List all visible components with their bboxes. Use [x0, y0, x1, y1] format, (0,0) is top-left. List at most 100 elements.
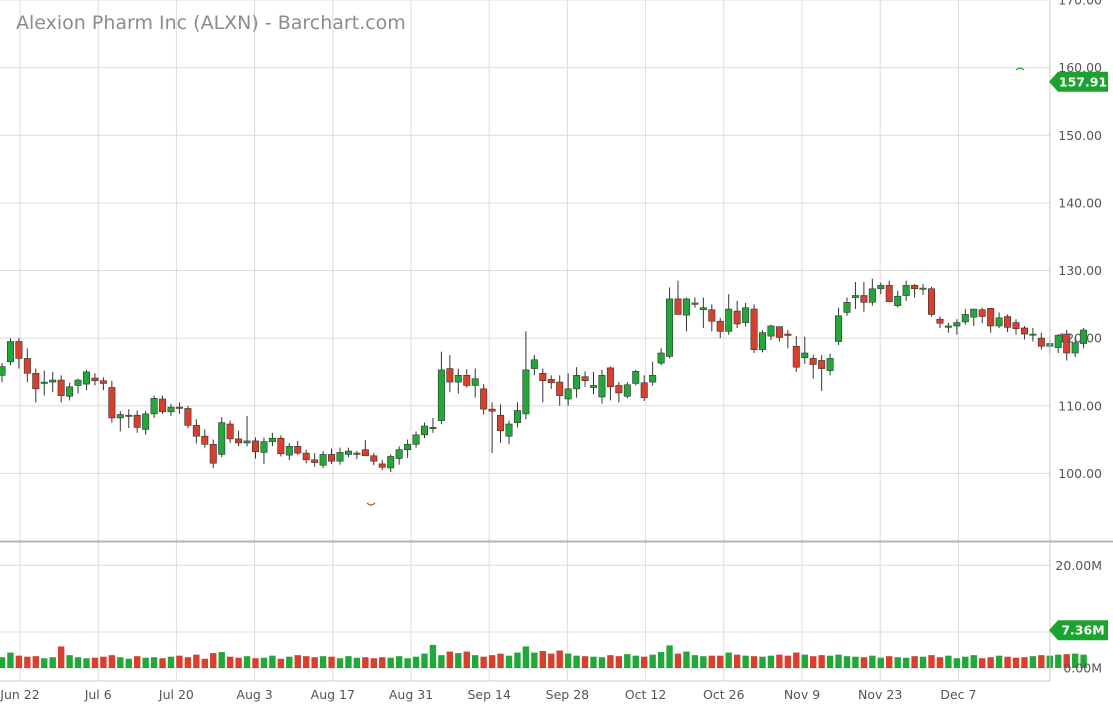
volume-bar — [395, 656, 403, 668]
candle-body — [978, 309, 986, 317]
candle-body — [150, 398, 158, 415]
candle-body — [792, 345, 800, 368]
candle-body — [1063, 333, 1071, 354]
x-tick-label: Oct 26 — [703, 687, 745, 702]
candle-body — [589, 385, 597, 388]
volume-bar — [74, 657, 82, 668]
volume-bar — [970, 655, 977, 668]
candle-body — [23, 358, 31, 374]
volume-bar — [598, 657, 606, 668]
candle-body — [353, 452, 361, 455]
volume-bar — [125, 658, 132, 668]
volume-bar — [683, 651, 690, 668]
grid-lines — [0, 0, 1050, 681]
volume-bar — [218, 652, 225, 668]
volume-tick-label: 20.00M — [1055, 558, 1102, 573]
volume-bar — [717, 655, 724, 668]
candle-body — [218, 422, 226, 455]
volume-bar — [793, 652, 800, 668]
volume-bar — [818, 655, 825, 668]
volume-bar — [691, 655, 699, 668]
candle-body — [99, 380, 107, 384]
candle-body — [1020, 327, 1028, 335]
volume-bar — [539, 651, 546, 668]
volume-bar — [742, 655, 749, 668]
volume-bar — [810, 656, 817, 668]
candle-body — [1012, 322, 1020, 329]
candle-body — [437, 369, 445, 421]
volume-bar — [83, 658, 90, 668]
chart-title: Alexion Pharm Inc (ALXN) - Barchart.com — [16, 12, 406, 34]
volume-bar — [117, 657, 124, 668]
price-tick-label: 100.00 — [1058, 466, 1102, 481]
volume-bar — [1029, 656, 1037, 668]
candle-body — [226, 423, 234, 440]
volume-bar — [370, 658, 377, 668]
volume-bar — [159, 658, 166, 668]
volume-bar — [345, 656, 352, 668]
volume-bar — [100, 656, 107, 668]
volume-bar — [995, 655, 1003, 668]
candle-body — [142, 413, 150, 430]
price-tick-label: 130.00 — [1058, 263, 1102, 278]
volume-bar — [928, 655, 935, 668]
candle-body — [133, 414, 141, 428]
last-volume-tag-text: 7.36M — [1061, 623, 1104, 638]
candle-body — [961, 314, 969, 323]
candle-body — [74, 379, 82, 386]
volume-bar — [57, 646, 65, 668]
candle-body — [463, 375, 471, 386]
candle-body — [15, 341, 23, 359]
candle-body — [344, 450, 352, 455]
candle-body — [1037, 337, 1045, 347]
volume-bar — [1063, 654, 1070, 668]
volume-bar — [801, 654, 808, 668]
volume-bar — [311, 657, 318, 668]
candle-body — [412, 434, 420, 445]
volume-bar — [252, 658, 259, 668]
candle-body — [446, 368, 454, 383]
candle-body — [497, 414, 505, 432]
candle-body — [302, 452, 310, 461]
volume-bar — [277, 658, 285, 668]
candle-body — [716, 320, 724, 332]
volume-bar — [877, 657, 884, 668]
volume-bar — [235, 657, 242, 668]
candle-body — [159, 398, 167, 413]
volume-bar — [210, 653, 217, 668]
volume-bar — [404, 658, 411, 668]
candle-body — [361, 449, 369, 457]
axes — [0, 0, 1113, 682]
volume-bar — [725, 652, 732, 668]
last-volume-tag-shape — [1049, 620, 1108, 641]
volume-bar — [176, 655, 183, 668]
volume-bar — [15, 655, 23, 668]
candle-body — [927, 288, 935, 315]
volume-bar — [590, 656, 597, 668]
candle-body — [125, 414, 133, 417]
candle-body — [387, 456, 395, 469]
volume-bar — [379, 657, 386, 668]
candle-body — [573, 375, 581, 390]
candle-body — [564, 388, 572, 400]
volume-bar — [134, 656, 141, 668]
candle-body — [454, 375, 462, 383]
volume-bar — [573, 655, 580, 668]
candle-body — [40, 381, 48, 384]
candle-body — [6, 341, 14, 363]
volume-bar — [919, 656, 927, 668]
volume-bar — [286, 656, 293, 668]
volume-bar — [336, 658, 344, 668]
volume-bar — [632, 655, 639, 668]
volume-bar — [979, 658, 986, 668]
high-marker — [1015, 67, 1025, 71]
candle-body — [911, 285, 919, 290]
price-tick-label: 160.00 — [1058, 60, 1102, 75]
volume-bar — [387, 657, 394, 668]
volume-bar — [24, 656, 31, 668]
volume-bar — [184, 657, 192, 668]
volume-bar — [886, 656, 893, 668]
candle-body — [522, 369, 530, 415]
volume-bar — [624, 654, 631, 668]
candle-body — [691, 302, 699, 305]
